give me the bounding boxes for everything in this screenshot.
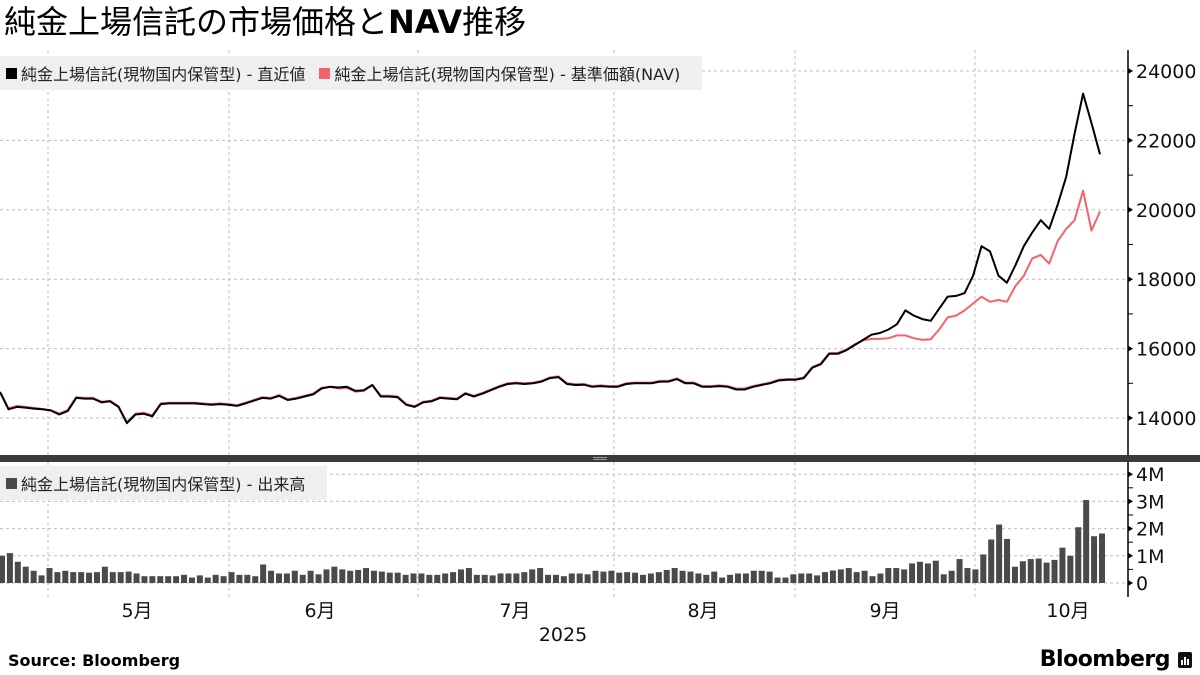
svg-text:2025: 2025 — [539, 624, 587, 646]
svg-text:1M: 1M — [1136, 546, 1164, 568]
source-label: Source: Bloomberg — [8, 651, 181, 670]
legend-item-volume: 純金上場信託(現物国内保管型) - 出来高 — [6, 471, 305, 495]
svg-text:16000: 16000 — [1136, 339, 1196, 361]
legend-swatch-gray — [6, 477, 17, 489]
svg-text:4M: 4M — [1136, 464, 1164, 486]
svg-text:14000: 14000 — [1136, 408, 1196, 430]
bloomberg-logo-icon — [1178, 651, 1192, 668]
svg-text:3M: 3M — [1136, 491, 1164, 513]
svg-text:5月: 5月 — [121, 600, 152, 622]
svg-text:8月: 8月 — [687, 600, 718, 622]
svg-text:2M: 2M — [1136, 519, 1164, 541]
price-legend: 純金上場信託(現物国内保管型) - 直近値 純金上場信託(現物国内保管型) - … — [0, 56, 703, 90]
svg-text:18000: 18000 — [1136, 269, 1196, 291]
svg-text:9月: 9月 — [869, 600, 900, 622]
svg-text:22000: 22000 — [1136, 130, 1196, 152]
bloomberg-brand: Bloomberg — [1040, 647, 1192, 672]
svg-text:6月: 6月 — [304, 600, 335, 622]
legend-item-market-price: 純金上場信託(現物国内保管型) - 直近値 — [6, 61, 305, 85]
svg-text:20000: 20000 — [1136, 200, 1196, 222]
svg-text:24000: 24000 — [1136, 61, 1196, 83]
legend-swatch-red — [319, 67, 331, 79]
svg-text:10月: 10月 — [1046, 600, 1089, 622]
legend-swatch-black — [6, 67, 17, 79]
chart-title: 純金上場信託の市場価格とNAV推移 — [4, 3, 527, 41]
legend-item-nav: 純金上場信託(現物国内保管型) - 基準価額(NAV) — [319, 61, 680, 85]
svg-text:7月: 7月 — [499, 600, 530, 622]
volume-legend: 純金上場信託(現物国内保管型) - 出来高 — [0, 466, 328, 500]
svg-text:0: 0 — [1136, 573, 1148, 595]
